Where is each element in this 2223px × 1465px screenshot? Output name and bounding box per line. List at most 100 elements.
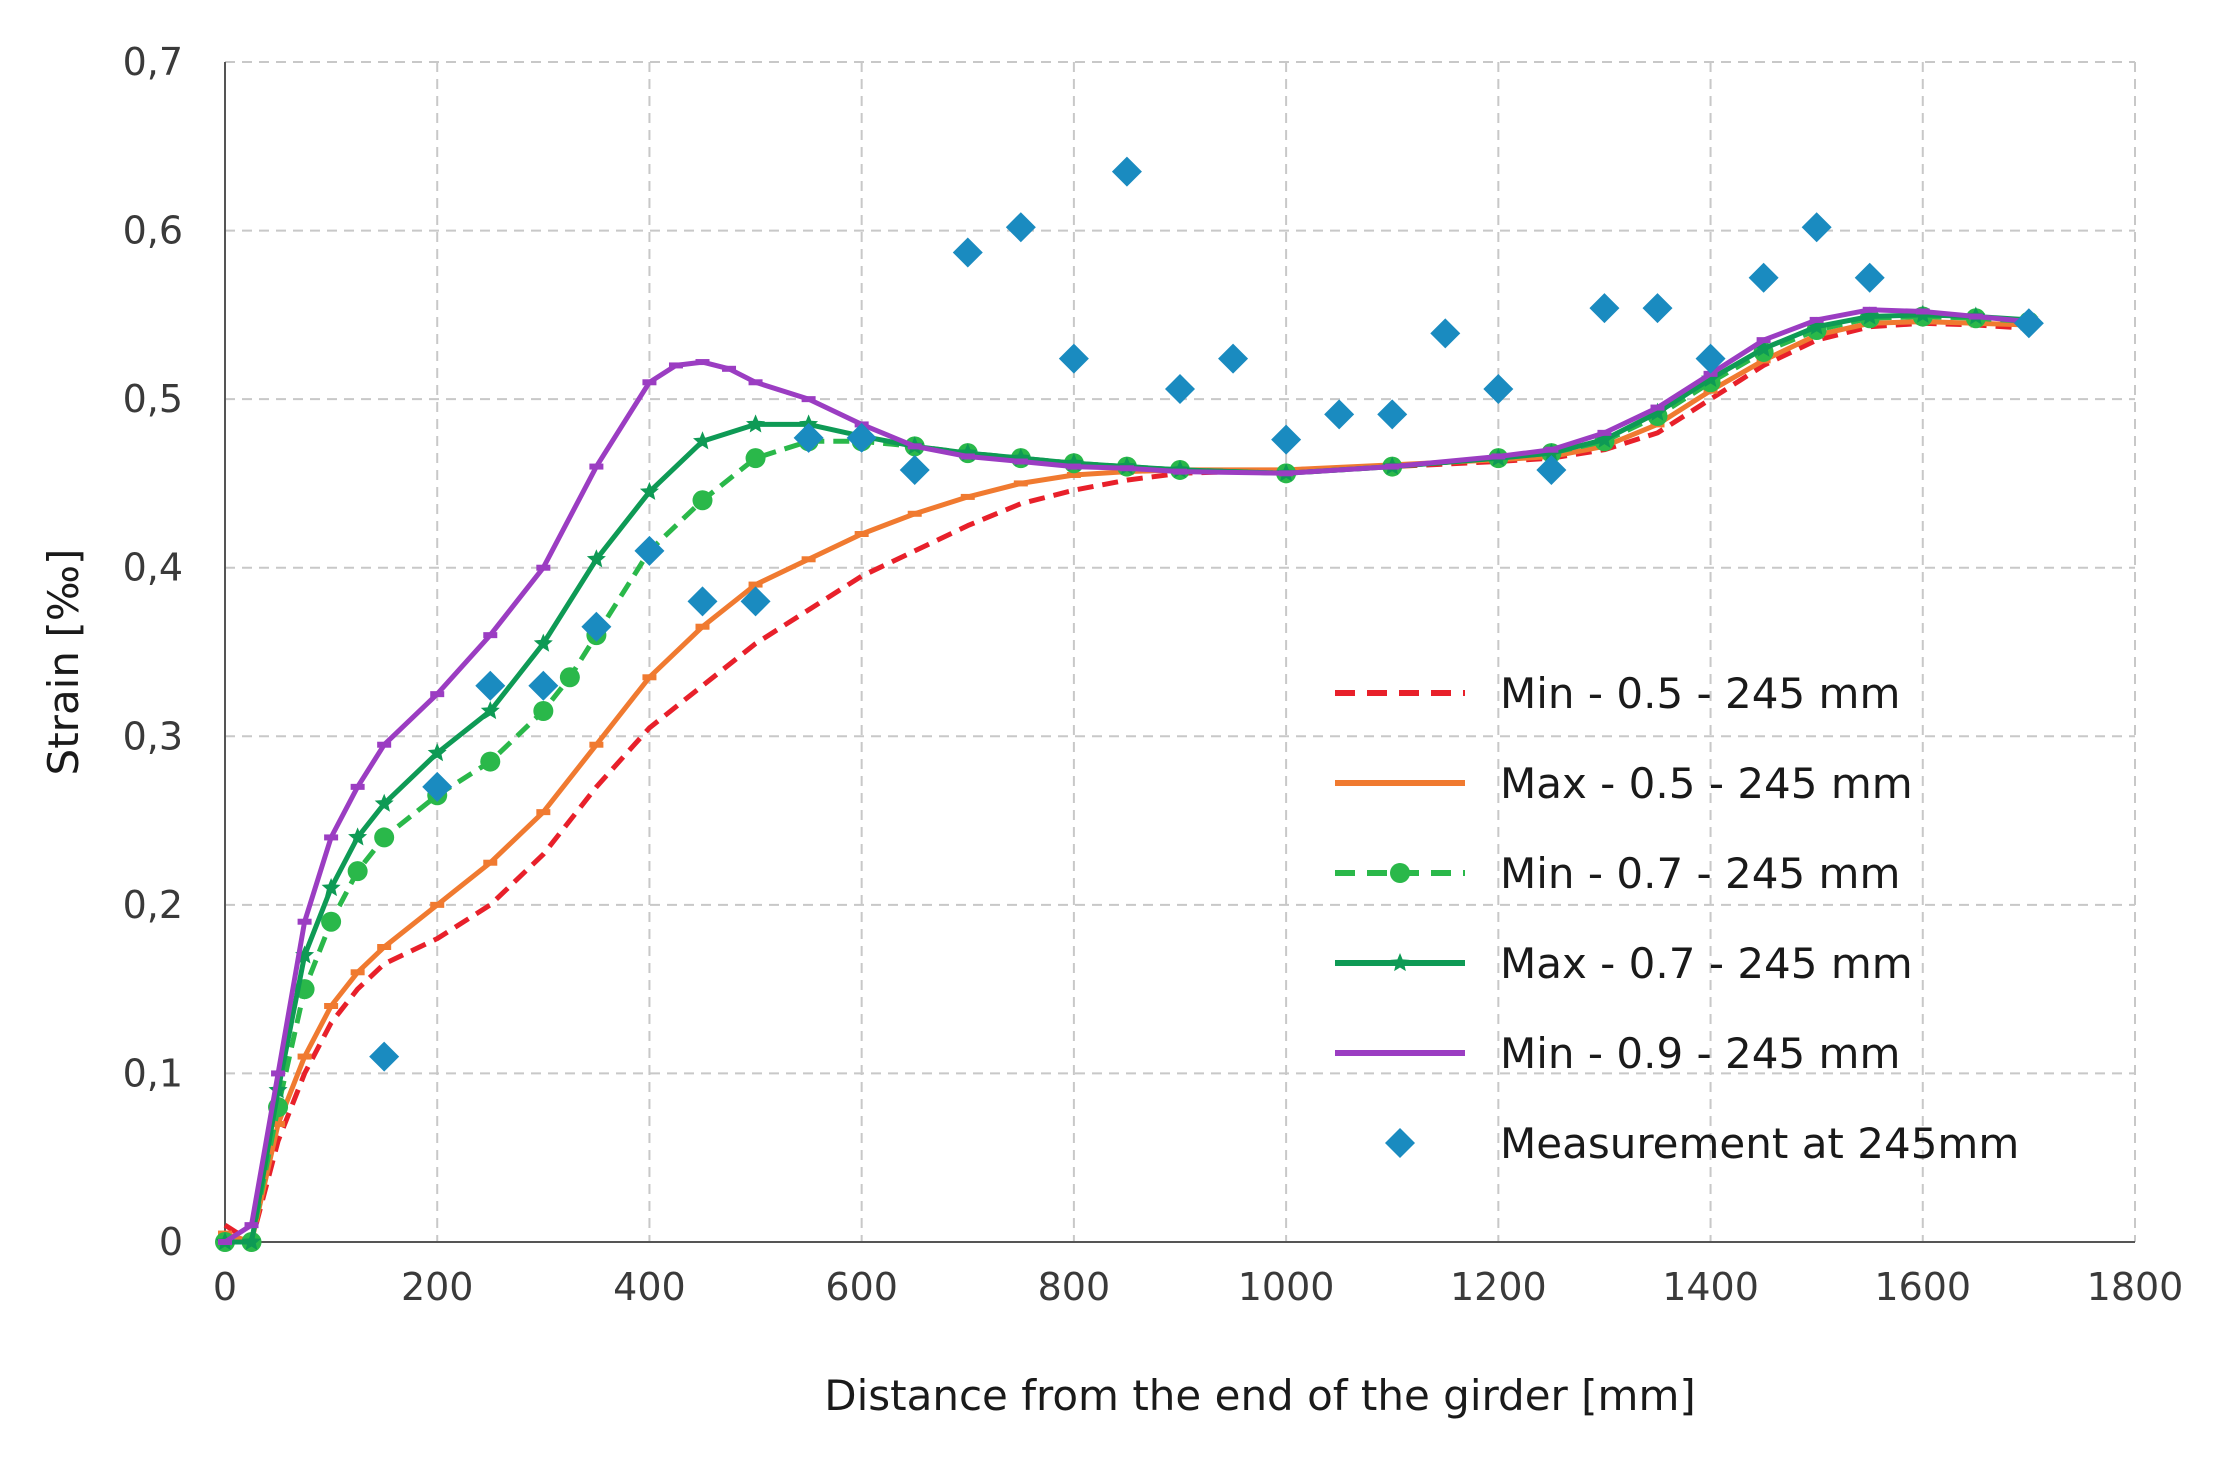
data-point xyxy=(1748,262,1779,293)
legend-marker xyxy=(1393,780,1407,786)
data-point xyxy=(899,454,930,485)
data-point xyxy=(483,859,498,866)
y-tick-label: 0,5 xyxy=(123,377,183,421)
legend-marker xyxy=(1393,1050,1407,1056)
y-tick-label: 0,4 xyxy=(123,546,183,590)
x-tick-label: 1600 xyxy=(1874,1265,1971,1309)
data-point xyxy=(321,911,342,932)
data-point xyxy=(1968,313,1983,320)
legend-label: Max - 0.7 - 245 mm xyxy=(1500,939,1913,988)
legend-item: Min - 0.9 - 245 mm xyxy=(1335,1029,1900,1078)
legend-item: Measurement at 245mm xyxy=(1385,1119,2019,1168)
data-point xyxy=(528,670,559,701)
data-point xyxy=(1324,399,1355,430)
x-tick-label: 400 xyxy=(613,1265,686,1309)
legend-label: Max - 0.5 - 245 mm xyxy=(1500,759,1913,808)
data-point xyxy=(271,1121,286,1127)
legend-item: Min - 0.5 - 245 mm xyxy=(1335,669,1900,718)
data-point xyxy=(1066,463,1081,470)
data-point xyxy=(589,741,604,748)
data-point xyxy=(1915,308,1930,315)
data-point xyxy=(1756,337,1771,344)
data-point xyxy=(1111,156,1142,187)
y-tick-label: 0,1 xyxy=(123,1051,183,1095)
data-point xyxy=(1218,343,1249,374)
data-point xyxy=(536,809,551,816)
data-point xyxy=(377,944,392,950)
data-point xyxy=(1648,402,1667,421)
data-point xyxy=(242,1232,261,1251)
data-point xyxy=(1642,293,1673,324)
data-point xyxy=(1173,468,1187,475)
data-point xyxy=(1271,424,1302,455)
data-point xyxy=(1701,368,1721,387)
data-point xyxy=(748,581,763,588)
data-point xyxy=(586,549,606,568)
data-point xyxy=(1807,316,1827,335)
data-point xyxy=(483,632,498,639)
data-point xyxy=(1066,472,1081,478)
x-tick-label: 1000 xyxy=(1238,1265,1335,1309)
data-point xyxy=(1005,212,1036,243)
data-point xyxy=(244,1222,259,1229)
data-point xyxy=(377,741,392,748)
data-point xyxy=(740,586,771,617)
data-point xyxy=(1597,429,1612,436)
series-1 xyxy=(223,320,2030,1245)
x-tick-label: 1400 xyxy=(1662,1265,1759,1309)
data-point xyxy=(642,674,657,681)
data-point xyxy=(1695,343,1726,374)
y-tick-label: 0 xyxy=(159,1220,183,1264)
data-point xyxy=(801,396,816,403)
legend-item: Min - 0.7 - 245 mm xyxy=(1335,849,1900,898)
data-point xyxy=(271,1070,286,1077)
data-point xyxy=(801,556,816,563)
y-tick-label: 0,3 xyxy=(123,714,183,758)
x-tick-label: 600 xyxy=(825,1265,898,1309)
data-point xyxy=(369,1041,400,1072)
data-point xyxy=(695,623,710,630)
y-tick-label: 0,6 xyxy=(123,209,183,253)
data-point xyxy=(1544,446,1559,453)
data-point xyxy=(350,969,365,976)
y-tick-label: 0,7 xyxy=(123,40,183,84)
data-point xyxy=(1385,463,1400,470)
x-tick-label: 1800 xyxy=(2087,1265,2184,1309)
data-point xyxy=(1279,470,1294,477)
x-tick-label: 1200 xyxy=(1450,1265,1547,1309)
data-point xyxy=(1754,338,1774,357)
data-point xyxy=(374,827,395,848)
data-point xyxy=(1862,306,1877,313)
data-point xyxy=(695,359,710,366)
legend-marker xyxy=(1385,1128,1415,1158)
data-point xyxy=(430,691,445,698)
data-point xyxy=(297,1053,312,1060)
data-point xyxy=(1058,343,1089,374)
data-point xyxy=(297,918,312,925)
data-point xyxy=(793,422,824,453)
data-point xyxy=(581,611,612,642)
data-point xyxy=(693,431,712,450)
axes xyxy=(224,62,2135,1243)
data-point xyxy=(1801,212,1832,243)
legend-marker xyxy=(1390,953,1410,972)
data-point xyxy=(634,535,665,566)
data-point xyxy=(1536,454,1567,485)
data-point xyxy=(1854,262,1885,293)
data-point xyxy=(1119,465,1134,472)
y-axis-title: Strain [‰] xyxy=(39,549,88,776)
legend-item: Max - 0.7 - 245 mm xyxy=(1335,939,1913,988)
data-point xyxy=(1013,458,1028,465)
data-point xyxy=(374,793,394,812)
data-point xyxy=(559,667,580,688)
data-point xyxy=(687,586,718,617)
series-6 xyxy=(369,156,2044,1072)
data-point xyxy=(422,771,453,802)
data-point xyxy=(533,633,553,652)
x-axis-title: Distance from the end of the girder [mm] xyxy=(824,1371,1696,1420)
data-point xyxy=(427,743,447,762)
data-point xyxy=(480,701,500,720)
series-line xyxy=(223,320,2030,1245)
data-point xyxy=(1650,404,1665,411)
